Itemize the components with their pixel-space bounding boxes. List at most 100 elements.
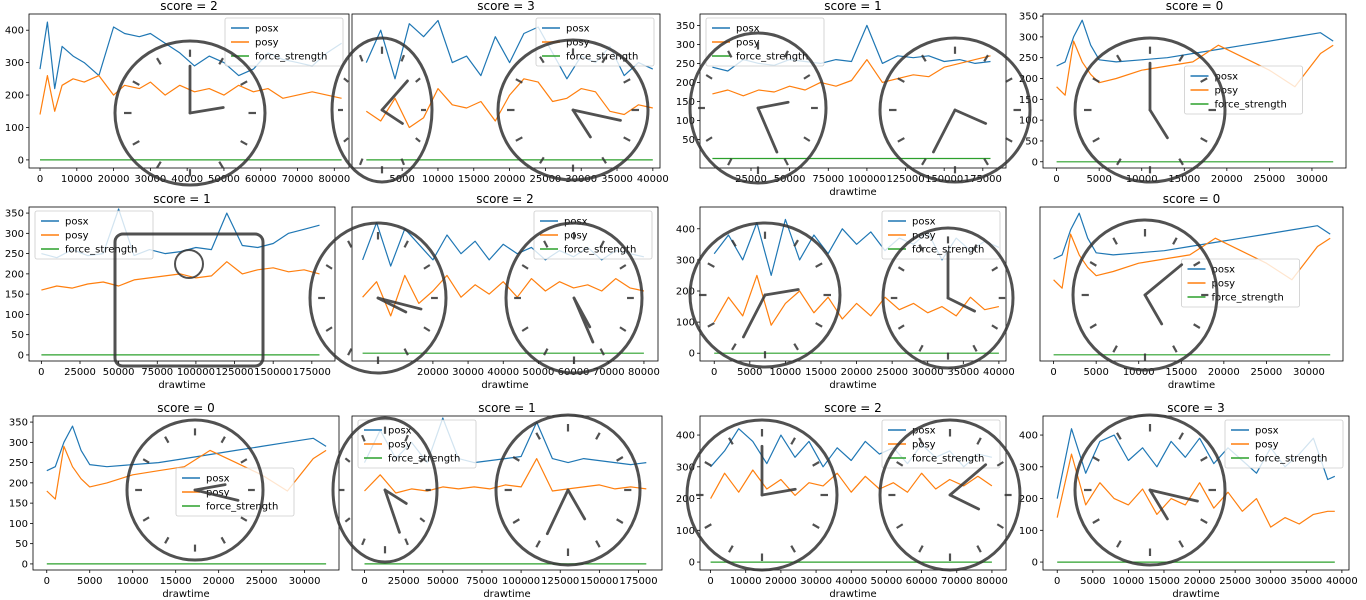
clock-hand [383, 488, 408, 505]
clock-hour-mark [1178, 432, 1184, 440]
clock-hand [545, 488, 570, 536]
x-tick-label: 15000 [1168, 174, 1200, 185]
x-tick-label: 125000 [886, 174, 924, 185]
chart-panel-1: score = 2 0 10000 20000 30000 40000 50000 60000… [5, 0, 350, 185]
clock-hour-mark [1112, 345, 1118, 353]
clock-hour-mark [1200, 518, 1208, 524]
y-tick-label: 0 [1032, 558, 1038, 569]
clock-hand [188, 106, 225, 115]
clock-hour-mark [344, 457, 351, 463]
clock-hand [1148, 488, 1169, 521]
x-tick-label: 5000 [737, 367, 762, 378]
legend: posx posy force_strength [224, 17, 344, 67]
x-tick-label: 50000 [103, 367, 135, 378]
clock-hour-mark [325, 264, 333, 270]
x-tick-label: 20000 [203, 576, 235, 587]
hand-drawn-clock-icon [496, 38, 650, 182]
clock-hour-mark [404, 434, 409, 442]
legend: posx posy force_strength [1224, 419, 1344, 469]
y-tick-label: 250 [676, 59, 695, 70]
clock-hour-mark [897, 77, 905, 83]
legend-label: force_strength [206, 502, 278, 513]
series-line-posx [1056, 19, 1334, 67]
y-tick-label: 0 [689, 558, 695, 569]
clock-hour-mark [897, 266, 905, 272]
axes-frame [28, 13, 350, 169]
clock-hour-mark [731, 343, 737, 351]
clock-hour-mark [142, 516, 150, 522]
clock-hour-mark [623, 136, 631, 142]
y-tick-label: 100 [676, 318, 695, 329]
legend: posx posy force_strength [1181, 258, 1300, 308]
clock-hand [380, 108, 404, 125]
x-axis-label: drawtime [829, 380, 876, 391]
x-tick-label: 15000 [805, 367, 837, 378]
clock-hour-mark [220, 536, 226, 544]
clock-hand [376, 296, 423, 311]
clock-hour-mark [156, 161, 162, 169]
hand-drawn-clock-icon [688, 221, 842, 369]
y-tick-label: 300 [5, 58, 24, 69]
clock-hand [571, 108, 622, 122]
clock-hour-mark [728, 545, 734, 553]
clock-hour-mark [132, 140, 140, 146]
clock-hour-mark [132, 80, 140, 86]
clock-hand [1148, 488, 1199, 503]
x-tick-label: 100000 [177, 367, 215, 378]
y-tick-label: 200 [676, 494, 695, 505]
clock-hour-mark [142, 458, 150, 464]
series-line-posy [710, 469, 993, 499]
clock-hand [946, 296, 976, 313]
legend-box [705, 17, 825, 67]
x-tick-label: 125000 [541, 576, 579, 587]
y-tick-label: 50 [682, 135, 695, 146]
y-tick-label: 400 [5, 26, 24, 37]
x-tick-label: 50000 [871, 576, 903, 587]
clock-hour-mark [220, 436, 226, 444]
clock-hour-mark [164, 536, 170, 544]
clock-face [688, 31, 828, 185]
x-tick-label: 35000 [601, 174, 633, 185]
legend-label: force_strength [255, 52, 327, 63]
x-tick-label: 15000 [160, 576, 192, 587]
clock-hour-mark [812, 523, 820, 529]
clock-hand [742, 293, 767, 339]
clock-hour-mark [623, 78, 631, 84]
legend-box [881, 210, 1001, 260]
legend-label: posy [388, 440, 412, 451]
hand-drawn-clock-icon [125, 418, 265, 562]
x-axis-label: drawtime [481, 380, 528, 391]
clock-hour-mark [543, 240, 549, 248]
x-tick-label: 70000 [282, 174, 314, 185]
x-tick-label: 25000 [876, 367, 908, 378]
clock-hour-mark [991, 324, 999, 330]
legend-label: posx [1215, 72, 1239, 83]
clock-face [125, 418, 265, 562]
axes-frame [699, 206, 1007, 362]
clock-hour-mark [983, 54, 989, 62]
clock-hour-mark [1092, 77, 1100, 83]
x-tick-label: 25000 [735, 174, 767, 185]
series-line-posy [39, 74, 342, 115]
x-tick-label: 20000 [1184, 576, 1216, 587]
clock-hour-mark [343, 77, 349, 83]
x-tick-label: 15000 [1148, 576, 1180, 587]
x-tick-label: 175000 [619, 576, 657, 587]
x-tick-label: 15000 [458, 174, 490, 185]
legend-label: posx [388, 426, 412, 437]
clock-hour-mark [619, 326, 627, 332]
clock-hour-mark [896, 461, 904, 467]
clock-hour-mark [361, 434, 366, 442]
clock-hand [376, 296, 408, 314]
clock-hour-mark [539, 56, 545, 64]
legend-label: force_strength [566, 52, 638, 63]
y-tick-label: 200 [5, 269, 24, 280]
x-tick-label: 10000 [1112, 576, 1144, 587]
y-tick-label: 400 [1019, 431, 1038, 442]
x-tick-label: 100000 [848, 174, 886, 185]
clock-hour-mark [423, 264, 431, 270]
legend-label: posx [65, 217, 89, 228]
clock-hour-mark [897, 137, 905, 143]
y-tick-label: 100 [676, 116, 695, 127]
axes-frame [1039, 206, 1344, 362]
